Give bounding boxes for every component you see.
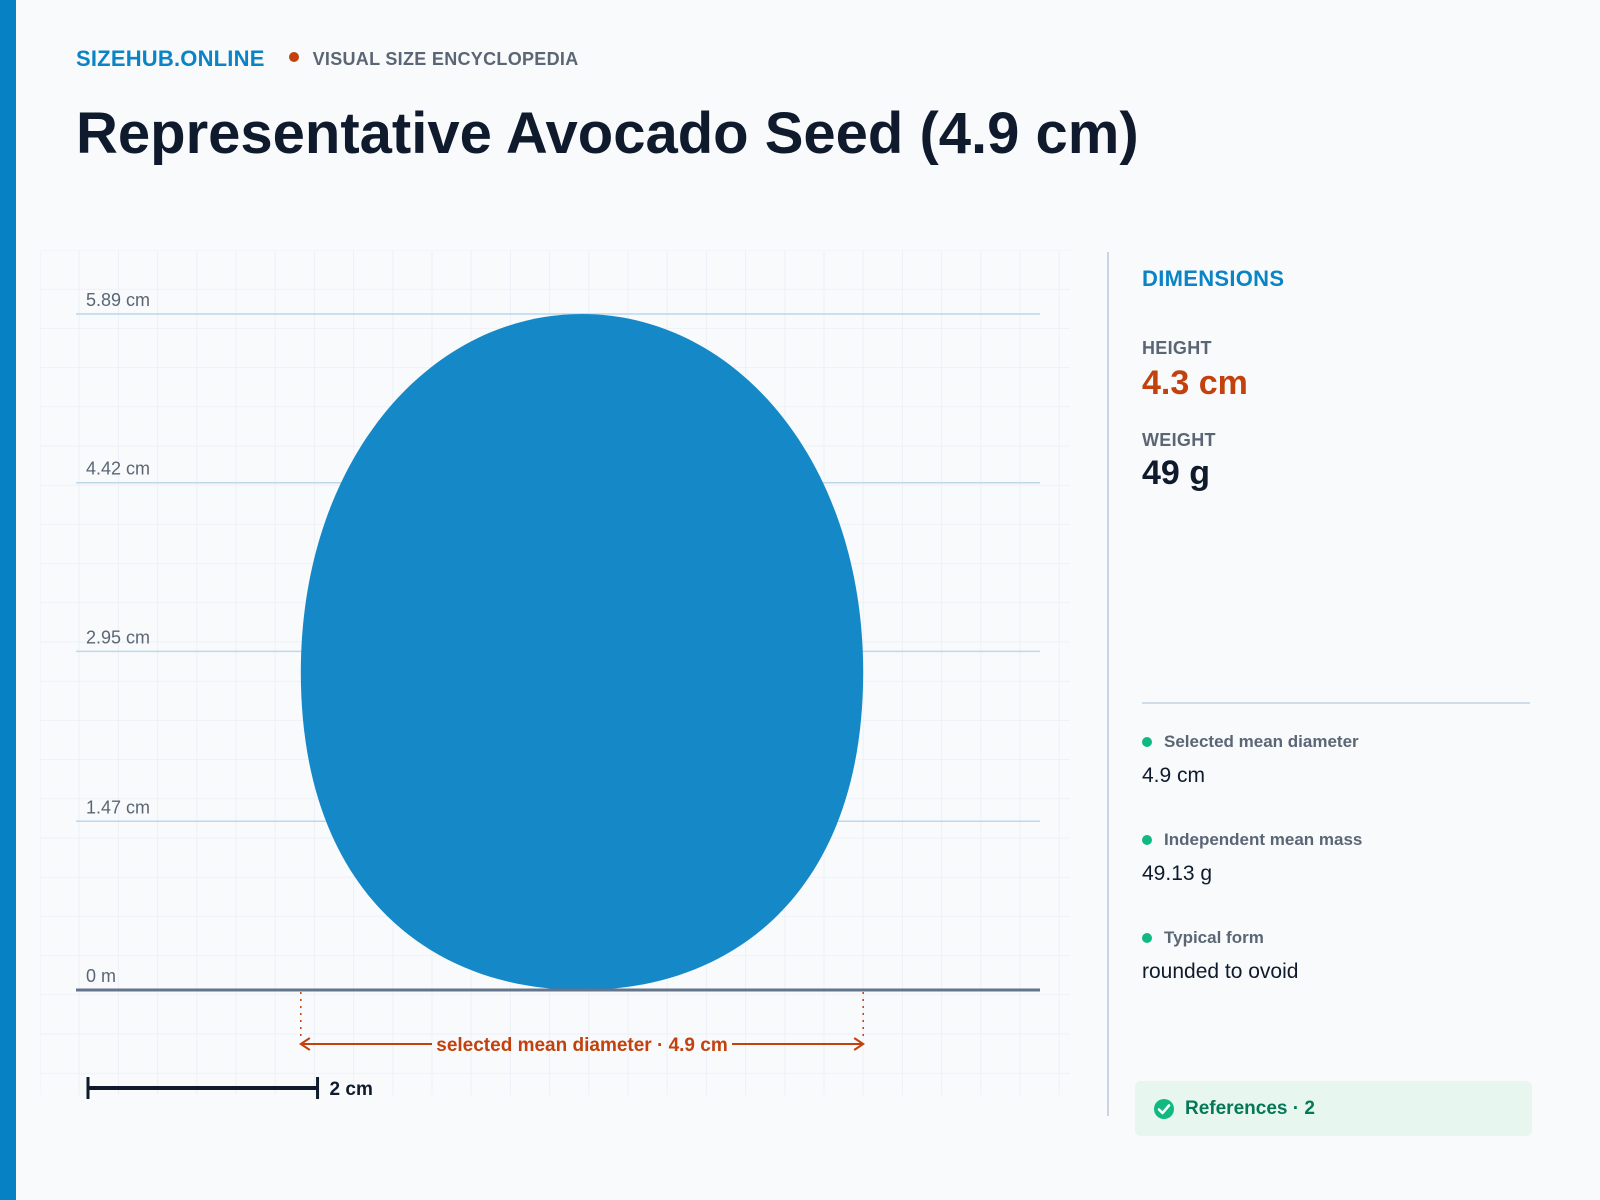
fact-value: rounded to ovoid [1142,960,1299,983]
tick-label: 0 m [86,966,116,986]
tagline: VISUAL SIZE ENCYCLOPEDIA [312,48,579,69]
separator-dot [288,52,299,62]
check-circle-icon [1154,1098,1174,1119]
tick-label: 4.42 cm [86,459,150,479]
arrowhead-right-icon [853,1037,865,1051]
seed-shape [300,314,864,990]
fact-item: Independent mean mass 49.13 g [1142,830,1362,886]
scale-bar: 2 cm [86,1077,373,1100]
references-button[interactable]: References · 2 [1135,1081,1532,1136]
page-title: Representative Avocado Seed (4.9 cm) [76,101,1139,166]
status-dot-icon [1142,933,1152,943]
diameter-label: selected mean diameter · 4.9 cm [436,1035,727,1056]
size-diagram: 5.89 cm 4.42 cm 2.95 cm 1.47 cm 0 m selected… [40,250,1070,1100]
weight-label: WEIGHT [1142,430,1216,450]
status-dot-icon [1142,737,1152,747]
height-label: HEIGHT [1142,338,1212,358]
weight-value: 49 g [1142,454,1211,492]
fact-value: 4.9 cm [1142,764,1206,787]
diameter-indicator: selected mean diameter · 4.9 cm [299,992,865,1056]
tick-label: 2.95 cm [86,627,150,647]
status-dot-icon [1142,835,1152,845]
site-header: SIZEHUB.ONLINE VISUAL SIZE ENCYCLOPEDIA [76,46,579,72]
arrowhead-left-icon [299,1037,311,1051]
panel-divider-line [1142,702,1530,704]
fact-label: Typical form [1164,928,1264,947]
tick-label: 1.47 cm [86,797,150,817]
fact-item: Typical form rounded to ovoid [1142,928,1298,984]
fact-item: Selected mean diameter 4.9 cm [1142,732,1359,788]
tick-label: 5.89 cm [86,290,150,310]
scale-bar-label: 2 cm [330,1079,373,1100]
panel-heading: DIMENSIONS [1142,266,1285,291]
fact-label: Independent mean mass [1164,830,1363,849]
fact-label: Selected mean diameter [1164,732,1359,751]
accent-bar [0,0,16,1200]
panel-divider [1107,252,1109,1116]
references-label: References · 2 [1185,1097,1315,1119]
height-value: 4.3 cm [1142,364,1248,402]
dimensions-panel: DIMENSIONS HEIGHT 4.3 cm WEIGHT 49 g Sel… [1142,266,1532,983]
fact-value: 49.13 g [1142,862,1213,885]
brand-link[interactable]: SIZEHUB.ONLINE [76,46,265,71]
